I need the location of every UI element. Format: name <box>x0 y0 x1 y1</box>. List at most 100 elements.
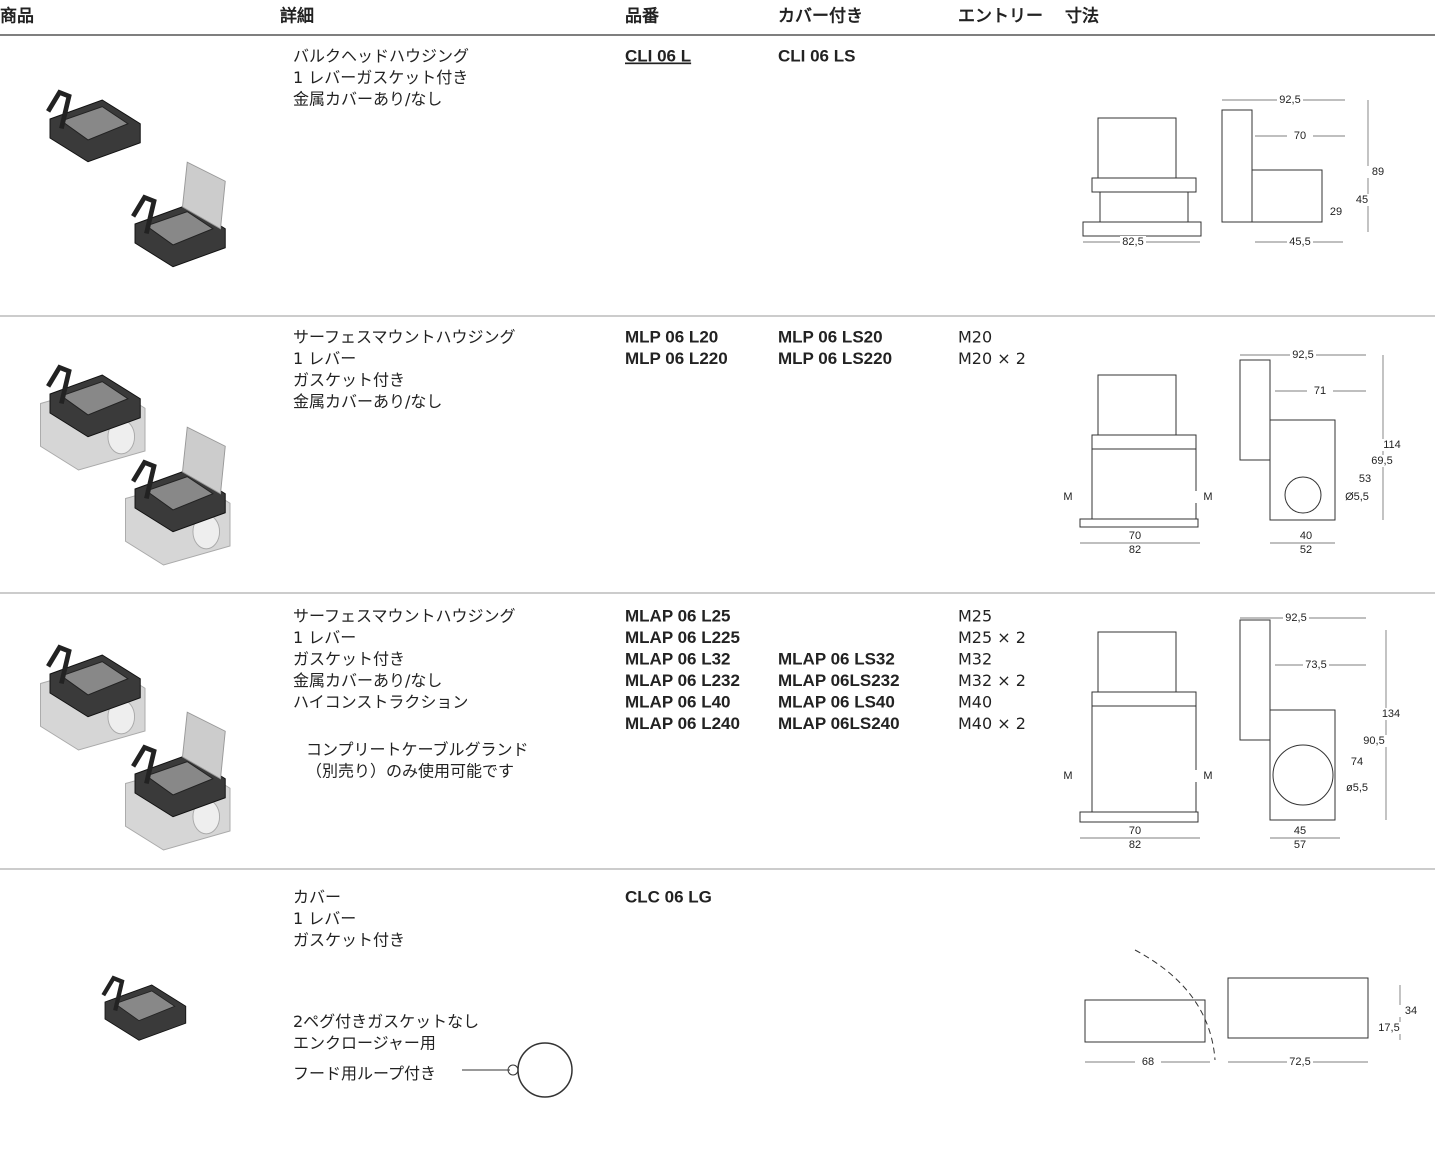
dimension-label: 92,5 <box>1292 349 1313 361</box>
dimension-label: 45,5 <box>1289 236 1310 248</box>
detail-line: 1 レバー <box>293 909 356 928</box>
dimension-label: 70 <box>1294 130 1306 142</box>
drawing-outline <box>1272 744 1334 806</box>
lever <box>131 194 157 235</box>
entry: M25 × 2 <box>958 628 1026 647</box>
label-bg <box>1352 473 1378 485</box>
label-bg <box>1293 530 1319 542</box>
top <box>60 661 129 696</box>
dimension-label: 45 <box>1356 194 1368 206</box>
label-bg <box>1344 491 1370 503</box>
cover <box>181 426 226 495</box>
label-bg <box>1376 1022 1402 1034</box>
label-bg <box>1287 130 1313 142</box>
top <box>145 211 214 246</box>
cover-part-number: MLAP 06LS232 <box>778 671 900 690</box>
detail-line: 2ペグ付きガスケットなし <box>293 1012 479 1031</box>
detail-line: ガスケット付き <box>293 371 405 390</box>
dimension-label: 134 <box>1382 708 1400 720</box>
entry: M32 × 2 <box>958 671 1026 690</box>
lever <box>46 89 72 130</box>
detail-line: サーフェスマウントハウジング <box>293 607 516 626</box>
cover <box>181 711 226 780</box>
dimension-label: 74 <box>1351 756 1363 768</box>
swing-arc <box>1134 949 1216 1061</box>
dimension-label: ø5,5 <box>1346 782 1368 794</box>
column-header: 寸法 <box>1065 5 1099 25</box>
label-bg <box>1055 491 1081 503</box>
lever <box>46 644 72 685</box>
cover-part-number: MLAP 06 LS40 <box>778 692 895 711</box>
dimension-label: 92,5 <box>1279 94 1300 106</box>
dimension-label: 70 <box>1129 530 1141 542</box>
dimension-label: 53 <box>1359 473 1371 485</box>
entry: M25 <box>958 607 992 626</box>
top <box>60 381 129 416</box>
detail-line: 金属カバーあり/なし <box>293 392 442 411</box>
drawing-outline <box>1082 221 1202 237</box>
detail-line: バルクヘッドハウジング <box>293 47 469 66</box>
dimension-label: 82 <box>1129 839 1141 851</box>
detail-line: ガスケット付き <box>293 650 405 669</box>
dimension-label: 40 <box>1300 530 1312 542</box>
label-bg <box>1379 439 1405 451</box>
label-bg <box>1323 206 1349 218</box>
lever <box>131 459 157 500</box>
label-bg <box>1122 825 1148 837</box>
entry: M40 × 2 <box>958 714 1026 733</box>
detail-line: 1 レバー <box>293 628 356 647</box>
lever <box>131 744 157 785</box>
label-bg <box>1293 544 1319 556</box>
detail-line: カバー <box>293 888 341 907</box>
cover-part-number: MLAP 06 LS32 <box>778 649 895 668</box>
detail-line: ガスケット付き <box>293 931 405 950</box>
dimension-label: 34 <box>1405 1005 1417 1017</box>
dimension-label: 82 <box>1129 544 1141 556</box>
label-bg <box>1287 825 1313 837</box>
detail-line: 金属カバーあり/なし <box>293 671 442 690</box>
note-line: コンプリートケーブルグランド <box>306 740 529 759</box>
lever <box>101 975 125 1011</box>
drawing-outline <box>1239 359 1271 461</box>
entry: M20 <box>958 328 992 347</box>
part-number: MLAP 06 L25 <box>625 606 731 625</box>
part-number: MLP 06 L20 <box>625 327 718 346</box>
part-number[interactable]: CLI 06 L <box>625 46 691 65</box>
detail-line: サーフェスマウントハウジング <box>293 328 516 347</box>
product-image <box>101 975 187 1041</box>
cover <box>181 161 226 230</box>
label-bg <box>1122 839 1148 851</box>
column-header: カバー付き <box>778 5 863 25</box>
product-image <box>40 644 146 751</box>
dimension-label: Ø5,5 <box>1345 491 1369 503</box>
detail-line: フード用ループ付き <box>293 1064 436 1083</box>
label-bg <box>1055 770 1081 782</box>
dimension-label: 45 <box>1294 825 1306 837</box>
drawing-outline <box>1251 169 1323 223</box>
dimension-label: 57 <box>1294 839 1306 851</box>
drawing-outline <box>1239 619 1271 741</box>
dimension-label: 52 <box>1300 544 1312 556</box>
drawing-outline <box>1079 811 1199 823</box>
column-header: 品番 <box>625 6 660 25</box>
dimension-label: 17,5 <box>1378 1022 1399 1034</box>
top <box>145 761 214 796</box>
top <box>60 106 129 141</box>
column-header: 詳細 <box>280 5 314 25</box>
label-bg <box>1283 612 1309 624</box>
label-bg <box>1344 756 1370 768</box>
top <box>114 990 176 1022</box>
drawing-outline <box>1221 109 1253 223</box>
label-bg <box>1365 166 1391 178</box>
dimension-label: 114 <box>1383 439 1401 451</box>
part-number: MLAP 06 L40 <box>625 692 731 711</box>
entry: M40 <box>958 693 992 712</box>
dimension-label: 70 <box>1129 825 1141 837</box>
loop-eye <box>507 1064 519 1076</box>
product-image <box>46 89 141 163</box>
part-number: MLAP 06 L240 <box>625 714 740 733</box>
top <box>145 476 214 511</box>
dimension-label: 68 <box>1142 1056 1154 1068</box>
label-bg <box>1287 1056 1313 1068</box>
